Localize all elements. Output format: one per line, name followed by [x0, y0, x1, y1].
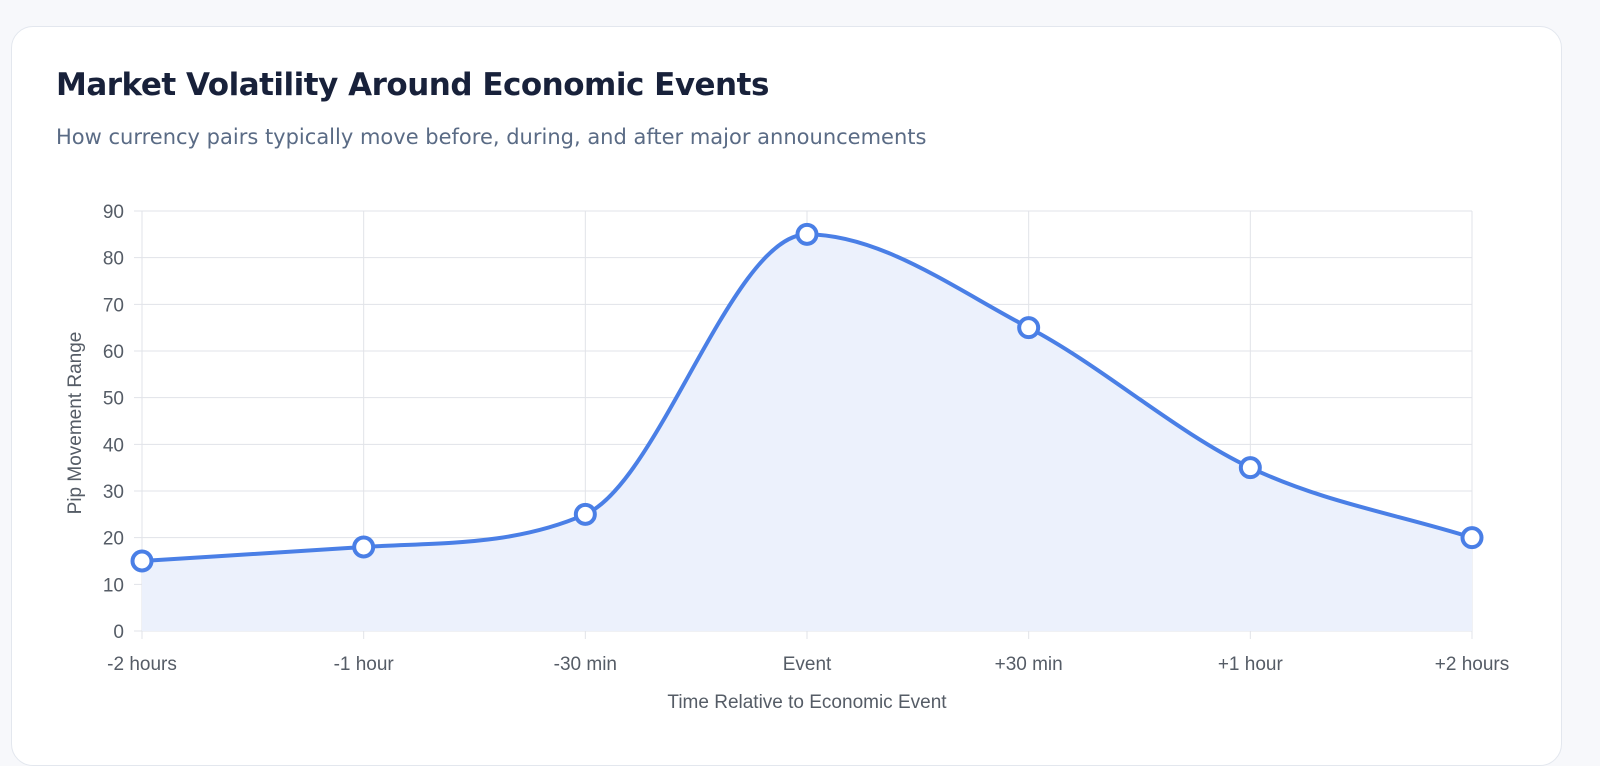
y-tick-label: 0: [113, 622, 124, 643]
data-point: [573, 502, 597, 526]
y-tick-label: 70: [103, 295, 124, 316]
x-tick-label: -1 hour: [334, 654, 395, 675]
chart-subtitle: How currency pairs typically move before…: [56, 125, 927, 149]
y-tick-label: 80: [103, 249, 124, 270]
x-tick-label: +1 hour: [1218, 654, 1284, 675]
x-tick-label: +30 min: [995, 654, 1063, 675]
y-tick-label: 90: [103, 202, 124, 223]
y-tick-label: 30: [103, 482, 124, 503]
chart-title: Market Volatility Around Economic Events: [56, 67, 769, 103]
area-fill-path: [142, 234, 1472, 632]
y-tick-label: 10: [103, 575, 124, 596]
y-tick-label: 50: [103, 389, 124, 410]
y-tick-label: 20: [103, 529, 124, 550]
x-tick-label: -30 min: [554, 654, 617, 675]
data-point: [130, 549, 154, 573]
x-tick-label: +2 hours: [1435, 654, 1509, 675]
y-axis-ticks: 0 10 20 30 40 50 60 70 80 90: [103, 202, 124, 643]
data-point: [352, 535, 376, 559]
data-point: [1238, 456, 1262, 480]
y-axis-label: Pip Movement Range: [65, 332, 86, 515]
data-point: [1017, 316, 1041, 340]
x-tick-label: -2 hours: [107, 654, 177, 675]
x-axis-ticks: -2 hours -1 hour -30 min Event +30 min +1 hou…: [107, 654, 1509, 675]
data-point: [1460, 526, 1484, 550]
area-fill: [142, 234, 1472, 632]
y-tick-label: 60: [103, 342, 124, 363]
x-tick-label: Event: [783, 654, 832, 675]
volatility-chart: 0 10 20 30 40 50 60 70 80 90 -2 hours -1 hour -30 m…: [65, 202, 1509, 713]
data-points: [130, 222, 1484, 573]
data-point: [795, 222, 819, 246]
x-axis-label: Time Relative to Economic Event: [667, 692, 947, 713]
y-tick-label: 40: [103, 435, 124, 456]
